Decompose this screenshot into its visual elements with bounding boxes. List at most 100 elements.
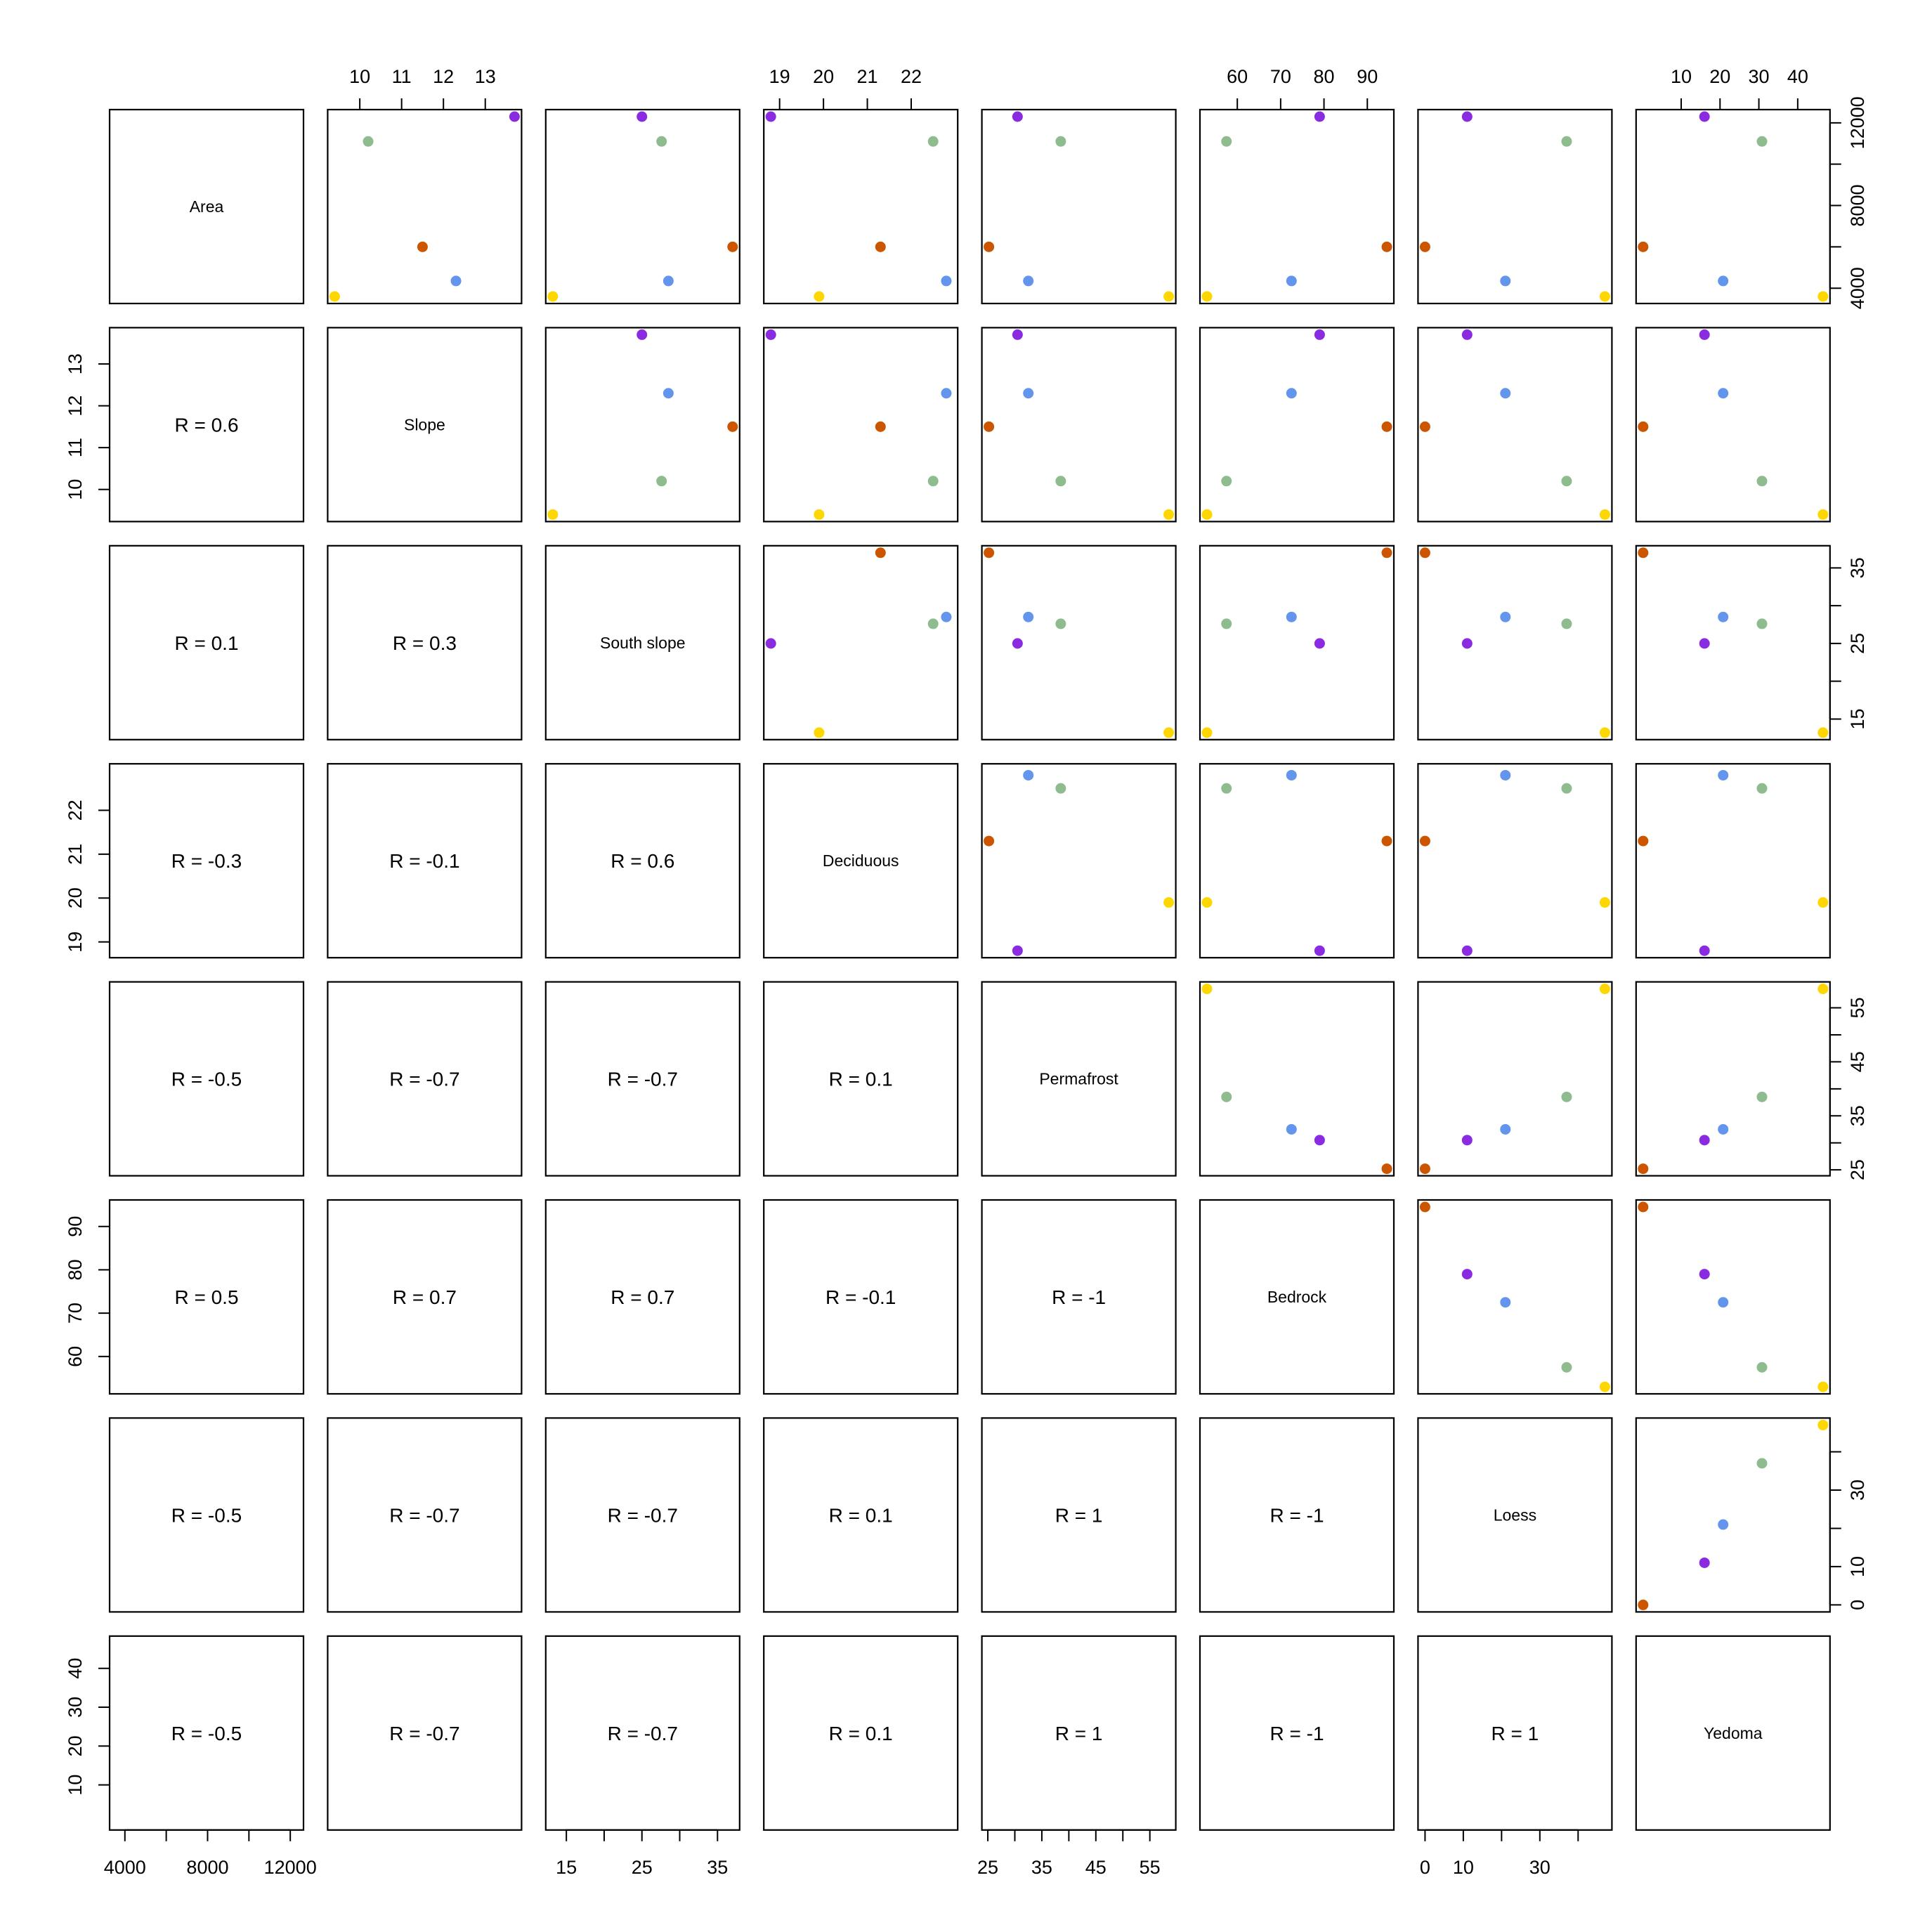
scatter-point <box>1817 1419 1829 1430</box>
panel-frame <box>1417 108 1613 305</box>
scatter-point <box>1163 727 1175 738</box>
tick-label: 20 <box>1709 66 1730 87</box>
scatter-point <box>1286 1123 1297 1135</box>
panel-area-vs-south-slope <box>544 108 740 305</box>
panel-permafrost-vs-area <box>108 981 305 1177</box>
tick-label: 90 <box>65 1216 86 1237</box>
tick-label: 12000 <box>264 1857 317 1878</box>
scatter-point <box>1055 618 1066 629</box>
panel-frame <box>1417 544 1613 740</box>
scatter-point <box>1699 1269 1710 1280</box>
panel-frame <box>1635 544 1831 740</box>
tick-label: 20 <box>813 66 834 87</box>
panel-frame <box>544 108 740 305</box>
variable-name-label: Area <box>190 197 224 216</box>
correlation-label: R = -1 <box>1269 1504 1324 1526</box>
scatter-point <box>363 136 374 147</box>
panel-deciduous-vs-bedrock <box>1199 763 1395 959</box>
scatter-point <box>814 291 825 302</box>
scatter-point <box>1461 1135 1473 1146</box>
tick-label: 13 <box>65 353 86 374</box>
scatter-point <box>1012 111 1023 122</box>
correlation-label: R = -0.7 <box>608 1504 678 1526</box>
panel-slope-vs-yedoma <box>1635 327 1831 523</box>
correlation-label: R = -1 <box>1052 1286 1106 1308</box>
panel-permafrost-vs-permafrost: Permafrost <box>981 981 1177 1177</box>
tick-label: 12000 <box>1847 96 1868 149</box>
scatter-point <box>1381 547 1392 559</box>
panel-frame <box>1635 1199 1831 1395</box>
tick-label: 40 <box>65 1658 86 1679</box>
panel-frame <box>327 108 523 305</box>
panel-frame <box>108 108 305 305</box>
scatter-point <box>927 136 939 147</box>
scatter-point <box>656 476 667 487</box>
scatter-point <box>547 291 559 302</box>
correlation-label: R = -0.7 <box>389 1723 459 1744</box>
panel-loess-vs-slope <box>327 1417 523 1613</box>
scatter-point <box>1599 727 1610 738</box>
axis-left-deciduous: 19 20 21 22 <box>65 799 110 953</box>
scatter-point <box>941 388 952 399</box>
panel-area-vs-loess <box>1417 108 1613 305</box>
scatter-point <box>1718 388 1729 399</box>
panel-frame <box>1199 544 1395 740</box>
scatter-point <box>1221 783 1232 794</box>
scatter-point <box>1012 945 1023 956</box>
scatter-point <box>1756 476 1768 487</box>
panel-loess-vs-loess: Loess <box>1417 1417 1613 1613</box>
panel-frame <box>763 544 959 740</box>
scatter-point <box>1638 547 1649 559</box>
scatter-point <box>1023 275 1034 287</box>
panel-frame <box>981 544 1177 740</box>
panel-frame <box>1417 1199 1613 1395</box>
correlation-label: R = -0.5 <box>171 1069 242 1090</box>
panel-deciduous-vs-deciduous: Deciduous <box>763 763 959 959</box>
scatter-point <box>1756 1091 1768 1102</box>
scatter-point <box>941 611 952 622</box>
panel-slope-vs-bedrock <box>1199 327 1395 523</box>
panel-south-slope-vs-bedrock <box>1199 544 1395 740</box>
scatter-point <box>1756 783 1768 794</box>
correlation-label: R = 1 <box>1055 1504 1103 1526</box>
scatter-point <box>1201 291 1213 302</box>
scatter-point <box>927 618 939 629</box>
tick-label: 25 <box>1847 1159 1868 1180</box>
panel-frame <box>1199 1417 1395 1613</box>
scatter-point <box>875 241 886 252</box>
panel-slope-vs-deciduous <box>763 327 959 523</box>
panel-loess-vs-permafrost <box>981 1417 1177 1613</box>
tick-label: 60 <box>1227 66 1248 87</box>
panel-area-vs-yedoma <box>1635 108 1831 305</box>
axis-bottom-permafrost: 25 35 45 55 <box>977 1829 1161 1878</box>
panel-frame <box>1199 1199 1395 1395</box>
scatter-point <box>875 421 886 432</box>
axis-top-slope: 10 11 12 13 <box>349 66 496 110</box>
correlation-label: R = -0.1 <box>825 1286 896 1308</box>
axis-bottom-area: 4000 8000 12000 <box>104 1829 317 1878</box>
scatter-point <box>663 388 674 399</box>
panel-loess-vs-bedrock <box>1199 1417 1395 1613</box>
panel-south-slope-vs-slope <box>327 544 523 740</box>
scatter-point <box>1381 421 1392 432</box>
scatter-point <box>1638 1201 1649 1213</box>
tick-label: 70 <box>1270 66 1291 87</box>
correlation-label: R = 1 <box>1492 1723 1539 1744</box>
panel-frame <box>763 327 959 523</box>
tick-label: 11 <box>392 66 412 87</box>
panel-frame <box>327 327 523 523</box>
panel-frame <box>763 1635 959 1831</box>
panel-frame <box>763 1199 959 1395</box>
panel-frame <box>327 763 523 959</box>
scatter-point <box>984 421 995 432</box>
axis-right-permafrost: 25 35 45 55 <box>1829 997 1868 1180</box>
tick-label: 25 <box>977 1857 998 1878</box>
panel-frame <box>981 763 1177 959</box>
tick-label: 13 <box>475 66 496 87</box>
tick-label: 90 <box>1357 66 1378 87</box>
panel-frame <box>108 544 305 740</box>
scatter-point <box>1561 136 1572 147</box>
panel-south-slope-vs-area <box>108 544 305 740</box>
panel-frame <box>1635 1635 1831 1831</box>
scatter-point <box>1500 1297 1511 1308</box>
